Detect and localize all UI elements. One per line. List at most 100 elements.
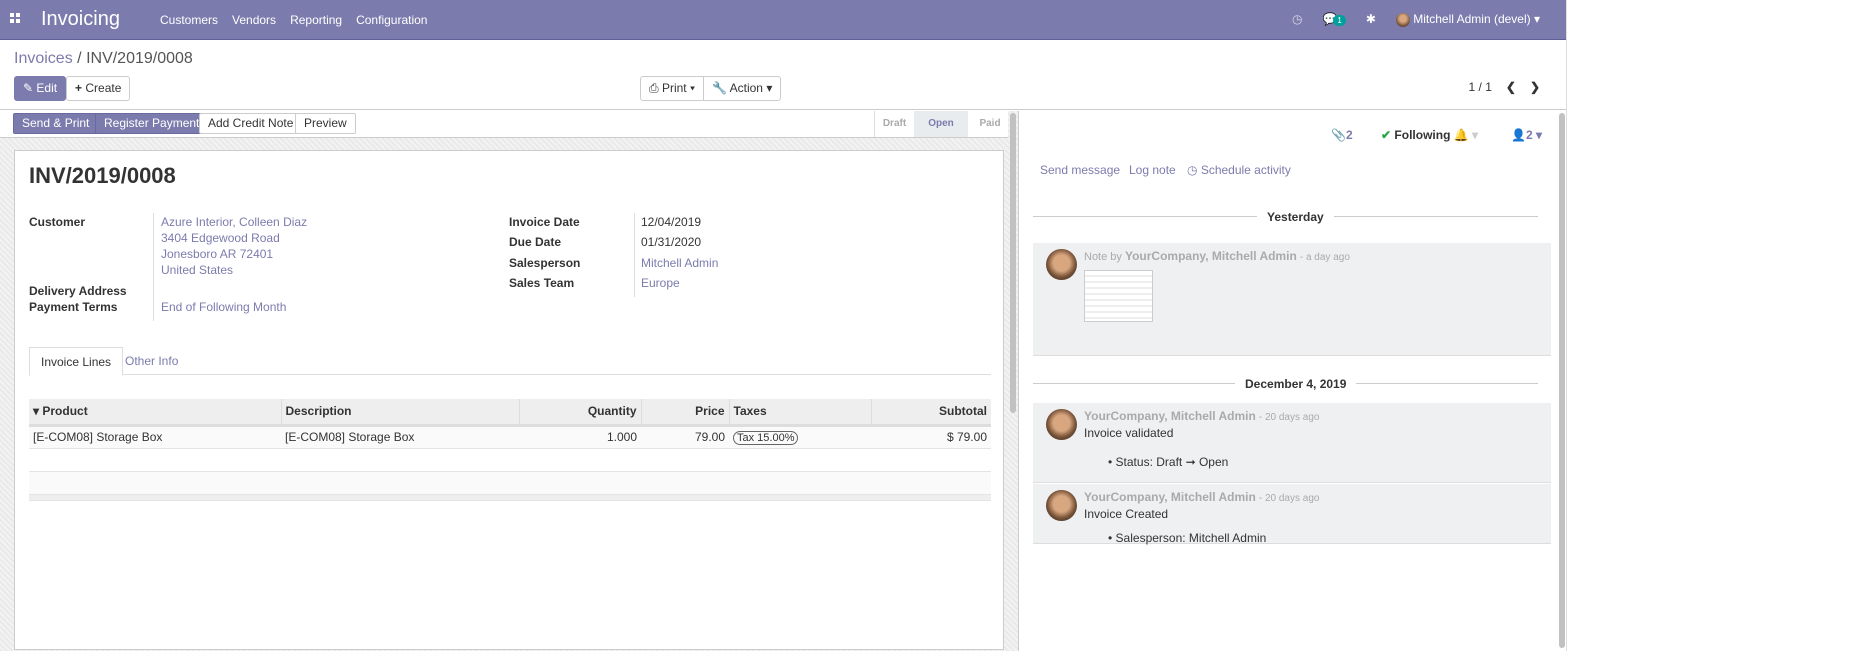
form-sheet: INV/2019/0008 Customer Azure Interior, C… — [14, 150, 1004, 650]
customer-street: 3404 Edgewood Road — [161, 231, 280, 245]
message-header: YourCompany, Mitchell Admin - 20 days ag… — [1084, 409, 1320, 423]
debug-bug-icon[interactable]: ✱ — [1365, 12, 1376, 27]
stage-paid[interactable]: Paid — [979, 118, 1001, 129]
form-view: Send & Print Register Payment Add Credit… — [0, 111, 1018, 651]
print-button[interactable]: ⎙ Print ▾ — [640, 76, 704, 101]
empty-row — [29, 471, 991, 495]
register-payment-button[interactable]: Register Payment — [95, 113, 209, 134]
menu-reporting[interactable]: Reporting — [290, 13, 343, 27]
log-note-button[interactable]: Log note — [1129, 163, 1176, 177]
col-price[interactable]: Price — [641, 399, 730, 427]
chatter-scrollbar[interactable] — [1559, 113, 1565, 648]
invoice-date-value: 12/04/2019 — [641, 215, 702, 229]
message-note: Note by YourCompany, Mitchell Admin - a … — [1033, 243, 1551, 356]
tab-invoice-lines[interactable]: Invoice Lines — [29, 347, 124, 376]
sales-team-value[interactable]: Europe — [641, 276, 680, 290]
message-body: Invoice validated — [1084, 426, 1174, 440]
user-menu[interactable]: Mitchell Admin (devel) ▾ — [1395, 12, 1540, 27]
attachment-thumbnail[interactable] — [1084, 270, 1153, 322]
apps-menu-icon[interactable] — [10, 13, 20, 23]
due-date-label: Due Date — [509, 235, 562, 249]
stage-draft[interactable]: Draft — [874, 111, 914, 137]
notebook-tabs: Invoice Lines Other Info — [29, 347, 991, 376]
pager-value[interactable]: 1 / 1 — [1468, 80, 1492, 94]
date-label-december: December 4, 2019 — [1235, 377, 1357, 391]
send-message-button[interactable]: Send message — [1040, 163, 1121, 177]
pager: 1 / 1 ❮ ❯ — [1469, 80, 1540, 94]
message-created: YourCompany, Mitchell Admin - 20 days ag… — [1033, 484, 1551, 545]
edit-button[interactable]: ✎ Edit — [14, 76, 67, 101]
send-print-button[interactable]: Send & Print — [13, 113, 99, 134]
blank-area — [1566, 0, 1875, 651]
chatter: 📎2 ✔ Following 🔔 ▾ 👤2 ▾ Send message Log… — [1018, 111, 1566, 651]
tracking-value: • Salesperson: Mitchell Admin — [1108, 531, 1267, 545]
top-navbar: Invoicing Customers Vendors Reporting Co… — [0, 0, 1566, 40]
next-icon[interactable]: ❯ — [1529, 80, 1540, 94]
author-avatar — [1046, 409, 1077, 440]
cell-product: [E-COM08] Storage Box — [29, 425, 281, 449]
preview-button[interactable]: Preview — [295, 113, 356, 134]
chat-badge: 1 — [1333, 15, 1346, 27]
tax-tag: Tax 15.00% — [733, 431, 799, 445]
cell-price: 79.00 — [641, 425, 729, 449]
message-validated: YourCompany, Mitchell Admin - 20 days ag… — [1033, 403, 1551, 483]
messaging-icon[interactable]: 💬1 — [1322, 12, 1346, 27]
table-row[interactable]: [E-COM08] Storage Box [E-COM08] Storage … — [29, 425, 991, 449]
table-header: ▾ Product Description Quantity Price Tax… — [29, 399, 991, 427]
tab-other-info[interactable]: Other Info — [125, 354, 179, 368]
customer-country: United States — [161, 263, 234, 277]
salesperson-label: Salesperson — [509, 256, 581, 270]
control-panel: Invoices / INV/2019/0008 ✎ Edit + Create… — [0, 41, 1566, 110]
followers-button[interactable]: 👤2 ▾ — [1511, 128, 1542, 142]
message-header: Note by YourCompany, Mitchell Admin - a … — [1084, 249, 1350, 263]
cell-quantity: 1.000 — [519, 425, 641, 449]
invoice-title: INV/2019/0008 — [29, 163, 176, 188]
col-taxes[interactable]: Taxes — [729, 399, 872, 427]
prev-icon[interactable]: ❮ — [1505, 80, 1516, 94]
date-label-yesterday: Yesterday — [1257, 210, 1334, 224]
schedule-activity-button[interactable]: ◷ Schedule activity — [1187, 163, 1291, 177]
message-header: YourCompany, Mitchell Admin - 20 days ag… — [1084, 490, 1320, 504]
cell-description: [E-COM08] Storage Box — [281, 425, 519, 449]
following-button[interactable]: ✔ Following 🔔 ▾ — [1381, 128, 1479, 142]
author-avatar — [1046, 249, 1077, 280]
form-scrollbar[interactable] — [1010, 113, 1016, 413]
create-button[interactable]: + Create — [66, 76, 131, 101]
col-product[interactable]: ▾ Product — [29, 399, 282, 427]
sales-team-label: Sales Team — [509, 276, 575, 290]
payment-terms-label: Payment Terms — [29, 300, 118, 314]
menu-vendors[interactable]: Vendors — [232, 13, 277, 27]
payment-terms-value[interactable]: End of Following Month — [161, 300, 287, 314]
breadcrumb-invoices[interactable]: Invoices — [14, 50, 73, 67]
breadcrumb-current: INV/2019/0008 — [86, 50, 193, 67]
menu-customers[interactable]: Customers — [160, 13, 219, 27]
salesperson-value[interactable]: Mitchell Admin — [641, 256, 719, 270]
customer-name[interactable]: Azure Interior, Colleen Diaz — [161, 215, 308, 229]
cell-subtotal: $ 79.00 — [871, 425, 991, 449]
invoice-lines-table: ▾ Product Description Quantity Price Tax… — [29, 399, 991, 501]
tracking-value: • Status: Draft ➞ Open — [1108, 455, 1229, 469]
action-button[interactable]: 🔧 Action ▾ — [703, 76, 782, 101]
breadcrumb-sep: / — [77, 50, 82, 67]
stage-open[interactable]: Open — [914, 111, 968, 137]
add-credit-note-button[interactable]: Add Credit Note — [199, 113, 303, 134]
avatar — [1395, 12, 1410, 27]
author-avatar — [1046, 490, 1077, 521]
col-quantity[interactable]: Quantity — [519, 399, 642, 427]
due-date-value: 01/31/2020 — [641, 235, 702, 249]
invoice-date-label: Invoice Date — [509, 215, 580, 229]
col-description[interactable]: Description — [281, 399, 520, 427]
breadcrumb: Invoices / INV/2019/0008 — [14, 50, 193, 68]
menu-configuration[interactable]: Configuration — [356, 13, 428, 27]
message-body: Invoice Created — [1084, 507, 1169, 521]
col-subtotal[interactable]: Subtotal — [871, 399, 991, 427]
empty-row — [29, 448, 991, 472]
table-footer — [29, 494, 991, 501]
attachments-button[interactable]: 📎2 — [1331, 128, 1353, 142]
activity-clock-icon[interactable]: ◷ — [1291, 12, 1303, 27]
customer-label: Customer — [29, 215, 86, 229]
customer-city: Jonesboro AR 72401 — [161, 247, 274, 261]
statusbar: Send & Print Register Payment Add Credit… — [0, 111, 1008, 138]
divider — [634, 213, 635, 297]
app-title: Invoicing — [41, 8, 120, 30]
